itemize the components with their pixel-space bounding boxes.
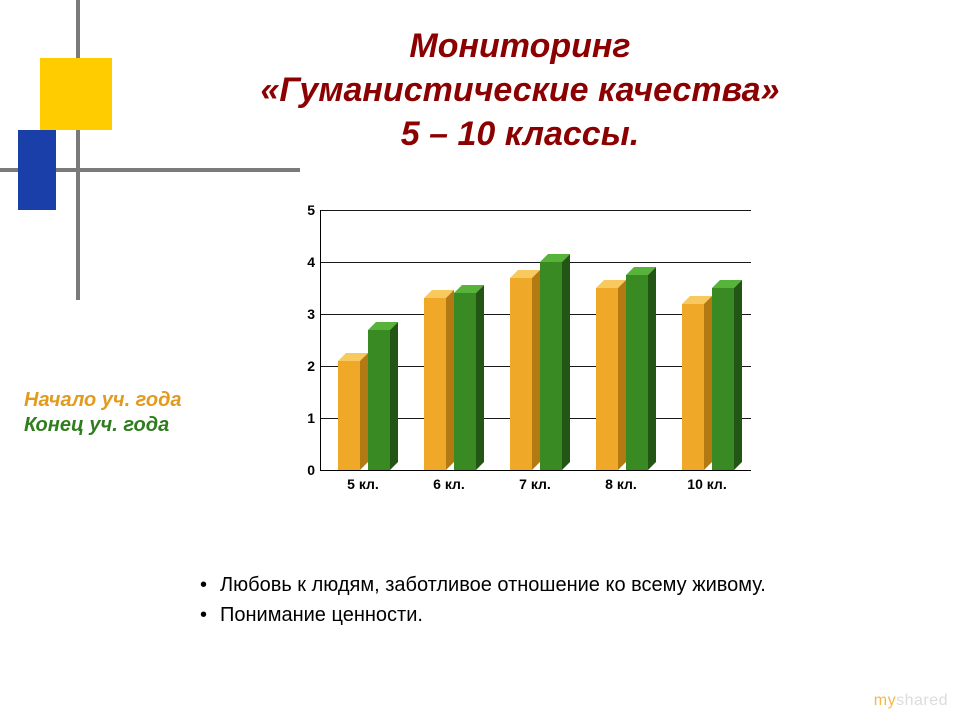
chart-x-label: 6 кл. [433, 476, 465, 492]
chart-bar [454, 293, 476, 470]
chart-y-tick: 0 [307, 462, 321, 478]
chart-x-label: 5 кл. [347, 476, 379, 492]
chart-y-tick: 5 [307, 202, 321, 218]
chart-x-axis: 5 кл. 6 кл. 7 кл. 8 кл. 10 кл. [320, 476, 750, 496]
decor-rect-blue [18, 130, 56, 210]
watermark: myshared [874, 692, 948, 710]
chart-gridline [321, 210, 751, 211]
bullet-text: Любовь к людям, заботливое отношение ко … [220, 570, 766, 600]
chart-bar [596, 288, 618, 470]
title-line-2: «Гуманистические качества» [261, 71, 780, 109]
title-line-1: Мониторинг [409, 27, 630, 65]
chart-x-label: 8 кл. [605, 476, 637, 492]
bar-chart: 012345 5 кл.6 кл.7 кл.8 кл.10 кл. [280, 200, 760, 520]
legend-item-end: Конец уч. года [24, 413, 224, 438]
decor-square-yellow [40, 58, 112, 130]
chart-x-label: 7 кл. [519, 476, 551, 492]
watermark-rest: shared [896, 692, 948, 709]
chart-bar [540, 262, 562, 470]
chart-x-label: 10 кл. [687, 476, 726, 492]
bullet-list: •Любовь к людям, заботливое отношение ко… [200, 570, 900, 630]
slide-title: Мониторинг «Гуманистические качества» 5 … [110, 24, 930, 157]
bullet-dot: • [200, 600, 220, 630]
chart-bar [510, 278, 532, 470]
chart-y-tick: 1 [307, 410, 321, 426]
bullet-text: Понимание ценности. [220, 600, 423, 630]
title-line-3: 5 – 10 классы. [401, 115, 639, 153]
chart-bar [368, 330, 390, 470]
chart-bar [712, 288, 734, 470]
chart-y-tick: 4 [307, 254, 321, 270]
chart-bar [424, 298, 446, 470]
bullet-item: •Понимание ценности. [200, 600, 900, 630]
watermark-prefix: my [874, 692, 896, 709]
chart-bar [682, 304, 704, 470]
chart-gridline [321, 262, 751, 263]
chart-bar [338, 361, 360, 470]
decor-line-vertical [76, 0, 80, 300]
chart-bar [626, 275, 648, 470]
chart-plot-area: 012345 [320, 210, 751, 471]
chart-y-tick: 3 [307, 306, 321, 322]
chart-y-tick: 2 [307, 358, 321, 374]
legend-item-start: Начало уч. года [24, 388, 224, 413]
bullet-dot: • [200, 570, 220, 600]
bullet-item: •Любовь к людям, заботливое отношение ко… [200, 570, 900, 600]
legend: Начало уч. года Конец уч. года [24, 388, 224, 438]
